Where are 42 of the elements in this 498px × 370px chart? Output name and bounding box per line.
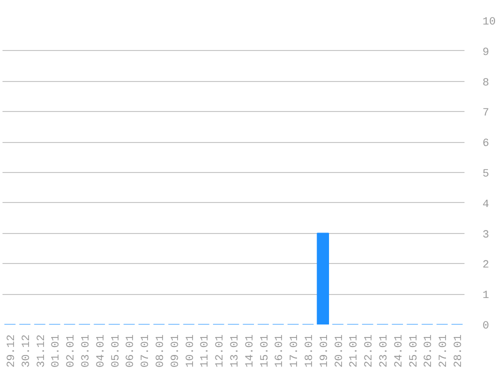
x-tick-label: 31.12: [36, 334, 48, 368]
y-tick-label: 9: [482, 46, 490, 59]
x-tick-label: 16.01: [274, 334, 286, 368]
y-tick-label: 3: [482, 229, 490, 242]
x-tick-label: 19.01: [318, 334, 331, 368]
x-tick-label: 24.01: [393, 334, 406, 368]
x-tick-label: 06.01: [125, 334, 138, 368]
x-tick-label: 17.01: [289, 334, 302, 368]
x-tick-label: 14.01: [244, 334, 256, 368]
x-tick-label: 26.01: [423, 334, 436, 368]
y-tick-label: 0: [482, 320, 490, 332]
x-tick-label: 10.01: [184, 334, 197, 368]
x-tick-label: 07.01: [140, 334, 152, 368]
x-tick-label: 01.01: [50, 334, 63, 368]
y-tick-label: 6: [482, 138, 490, 150]
x-tick-label: 03.01: [80, 334, 92, 368]
x-tick-label: 29.12: [6, 334, 18, 368]
y-tick-label: 5: [482, 168, 490, 180]
x-tick-label: 04.01: [95, 334, 108, 368]
x-tick-label: 09.01: [170, 334, 182, 368]
x-tick-label: 30.12: [20, 334, 33, 368]
x-tick-label: 02.01: [66, 334, 78, 368]
x-tick-label: 28.01: [453, 334, 466, 368]
x-tick-label: 13.01: [230, 334, 242, 368]
y-tick-label: 2: [482, 260, 490, 272]
x-tick-label: 22.01: [364, 334, 376, 368]
x-tick-label: 23.01: [378, 334, 391, 368]
x-tick-label: 15.01: [259, 334, 272, 368]
x-tick-label: 20.01: [334, 334, 346, 368]
x-tick-label: 08.01: [154, 334, 167, 368]
y-tick-label: 4: [482, 198, 490, 211]
y-tick-label: 10: [482, 16, 496, 28]
x-tick-label: 12.01: [214, 334, 227, 368]
y-tick-label: 7: [482, 108, 490, 120]
y-tick-label: 1: [482, 290, 490, 302]
x-tick-label: 25.01: [408, 334, 420, 368]
x-tick-label: 21.01: [348, 334, 361, 368]
y-tick-label: 8: [482, 77, 490, 90]
x-tick-label: 05.01: [110, 334, 122, 368]
x-tick-label: 27.01: [438, 334, 450, 368]
x-tick-label: 11.01: [200, 334, 212, 368]
x-tick-label: 18.01: [304, 334, 316, 368]
